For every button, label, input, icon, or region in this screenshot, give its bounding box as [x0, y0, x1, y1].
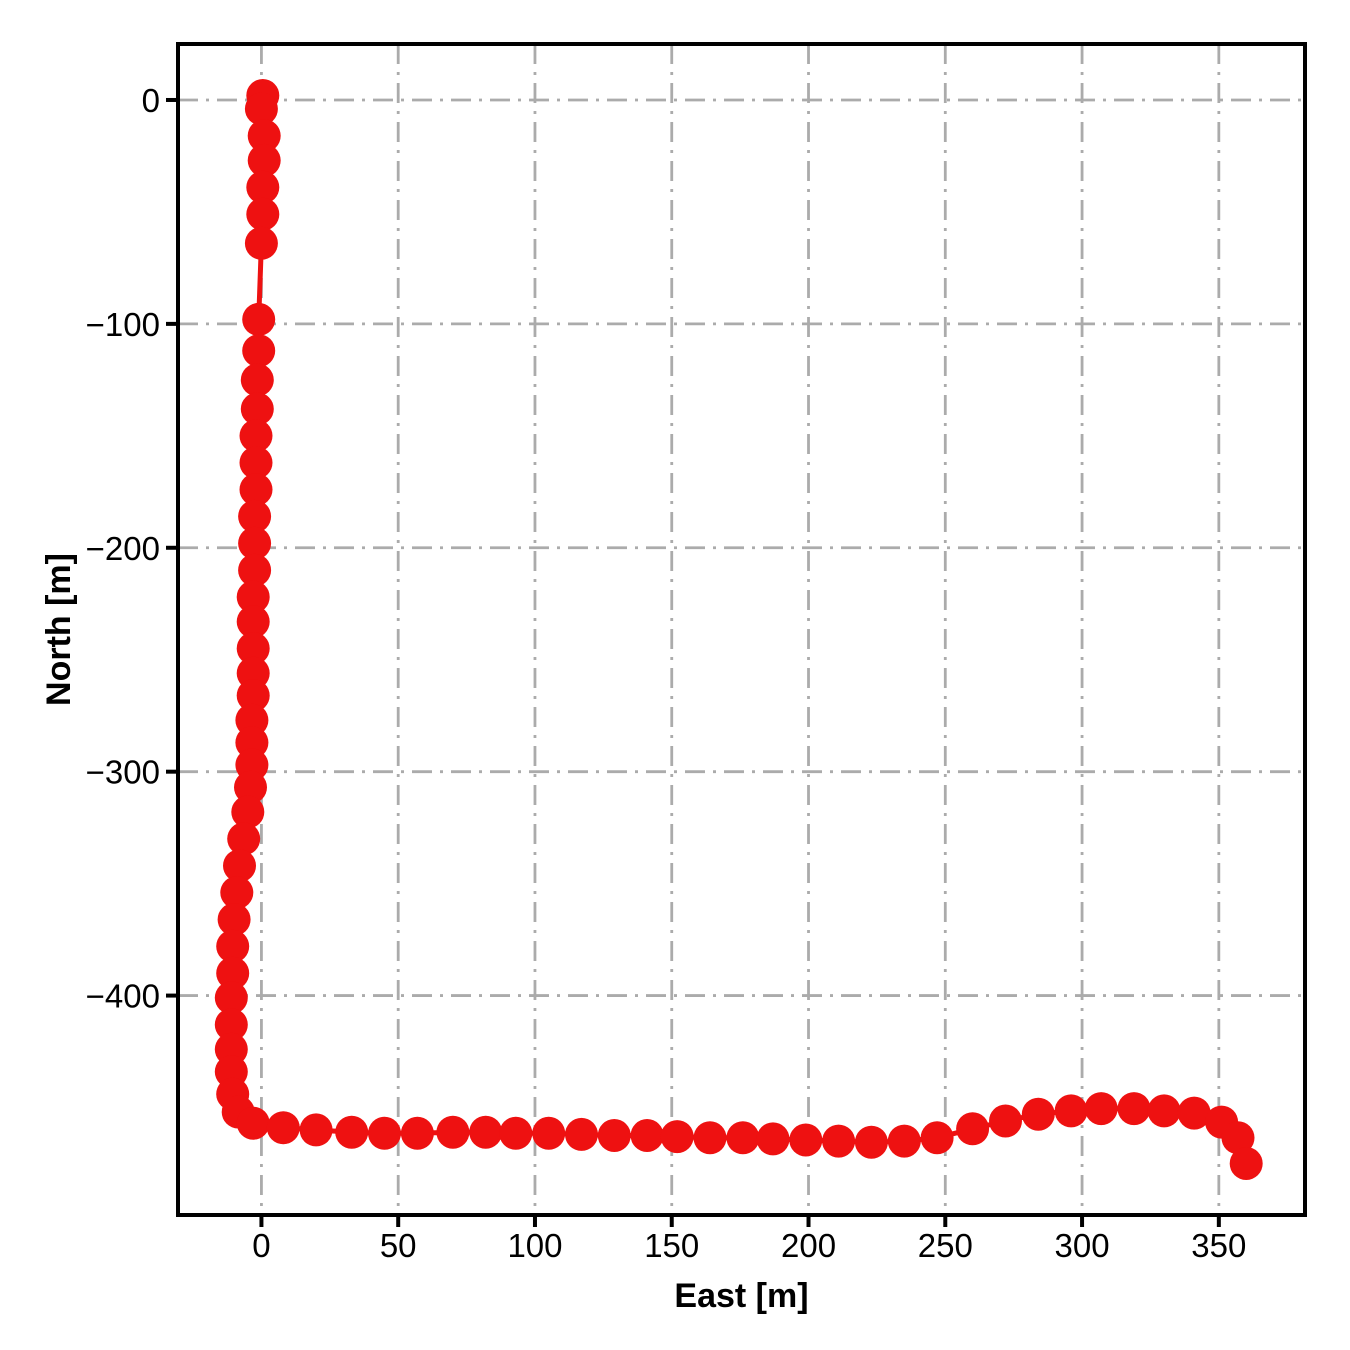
vehicle-trajectory-point [532, 1116, 566, 1150]
vehicle-trajectory-point [660, 1120, 694, 1154]
vehicle-trajectory-point [238, 526, 272, 560]
vehicle-trajectory-point [1229, 1147, 1263, 1180]
vehicle-trajectory-point [216, 929, 250, 963]
vehicle-trajectory-point [240, 363, 274, 397]
vehicle-trajectory-point [887, 1124, 921, 1158]
vehicle-trajectory-point [920, 1121, 954, 1155]
vehicle-trajectory-point [239, 446, 273, 480]
vehicle-trajectory-point [1021, 1097, 1055, 1131]
vehicle-trajectory-point [499, 1116, 533, 1150]
x-tick-label: 350 [1191, 1227, 1246, 1264]
vehicle-trajectory-point [436, 1115, 470, 1149]
x-tick-label: 300 [1055, 1227, 1110, 1264]
x-tick-label: 50 [380, 1227, 417, 1264]
vehicle-trajectory-point [217, 903, 251, 936]
vehicle-trajectory-point [1084, 1092, 1118, 1126]
y-tick-label: −100 [86, 306, 160, 343]
vehicle-trajectory-point [214, 981, 248, 1015]
vehicle-trajectory-point [214, 1008, 248, 1042]
vehicle-trajectory-point [469, 1115, 503, 1149]
vehicle-trajectory-point [299, 1113, 333, 1147]
vehicle-trajectory-point [1054, 1094, 1088, 1128]
vehicle-trajectory-point [238, 553, 272, 587]
vehicle-trajectory-point [822, 1124, 856, 1158]
tick-layer [166, 97, 1221, 1227]
vehicle-trajectory-line [228, 93, 1249, 1166]
y-tick-label: −400 [86, 978, 160, 1015]
tick-label-layer: 0 50 100 150 200 250 300 350 0 −100 −200 −300 −400 [86, 82, 1247, 1264]
vehicle-trajectory-point [246, 197, 280, 231]
vehicle-trajectory-point [400, 1116, 434, 1150]
vehicle-trajectory-point [956, 1112, 990, 1146]
vehicle-trajectory-point [247, 119, 281, 153]
y-tick-label: −200 [86, 530, 160, 567]
x-tick-label: 150 [644, 1227, 699, 1264]
y-tick-label: −300 [86, 754, 160, 791]
x-tick-label: 200 [781, 1227, 836, 1264]
vehicle-trajectory-point [244, 92, 278, 126]
vehicle-trajectory-point [1221, 1121, 1255, 1155]
x-tick-label: 0 [252, 1227, 270, 1264]
vehicle-trajectory-point [216, 956, 250, 990]
vehicle-trajectory-point [227, 822, 261, 856]
vehicle-trajectory-point [242, 334, 276, 368]
vehicle-trajectory-point [1117, 1092, 1151, 1126]
vehicle-trajectory-point [240, 392, 274, 426]
vehicle-trajectory-point [231, 795, 265, 829]
vehicle-trajectory-point [244, 226, 278, 260]
vehicle-trajectory-point [693, 1121, 727, 1155]
vehicle-trajectory-point [597, 1119, 631, 1152]
vehicle-trajectory-point [236, 632, 270, 665]
x-axis-label: East [m] [674, 1277, 808, 1315]
vehicle-trajectory-point [726, 1121, 760, 1155]
vehicle-trajectory-point [220, 876, 254, 910]
vehicle-trajectory-point [1177, 1096, 1211, 1130]
vehicle-trajectory-point [246, 170, 280, 204]
vehicle-trajectory-point [238, 499, 272, 533]
series-layer [214, 79, 1263, 1180]
vehicle-trajectory-point [989, 1104, 1022, 1138]
y-axis-label: North [m] [40, 553, 78, 706]
vehicle-trajectory-point [242, 302, 276, 336]
vehicle-trajectory-point [368, 1116, 401, 1150]
vehicle-trajectory-point [239, 419, 273, 453]
plot-border [176, 42, 1307, 1217]
y-tick-label: 0 [142, 82, 160, 119]
vehicle-trajectory-point [565, 1117, 598, 1151]
vehicle-trajectory-point [1147, 1094, 1181, 1128]
vehicle-trajectory-point [854, 1125, 888, 1159]
vehicle-trajectory-point [236, 679, 270, 713]
vehicle-trajectory-point [789, 1123, 823, 1157]
vehicle-trajectory-point [239, 473, 273, 507]
vehicle-trajectory-point [236, 1106, 270, 1140]
x-tick-label: 100 [507, 1227, 562, 1264]
x-tick-label: 250 [918, 1227, 973, 1264]
vehicle-trajectory-point [223, 849, 256, 883]
vehicle-trajectory-point [234, 770, 267, 804]
vehicle-trajectory-point [247, 143, 281, 177]
grid-layer [178, 44, 1305, 1215]
vehicle-trajectory-point [630, 1119, 664, 1152]
vehicle-trajectory-point [756, 1122, 790, 1156]
vehicle-trajectory-point [236, 580, 270, 614]
vehicle-trajectory-point [335, 1115, 369, 1149]
vehicle-trajectory-point [266, 1111, 300, 1145]
vehicle-trajectory-point [236, 605, 270, 639]
